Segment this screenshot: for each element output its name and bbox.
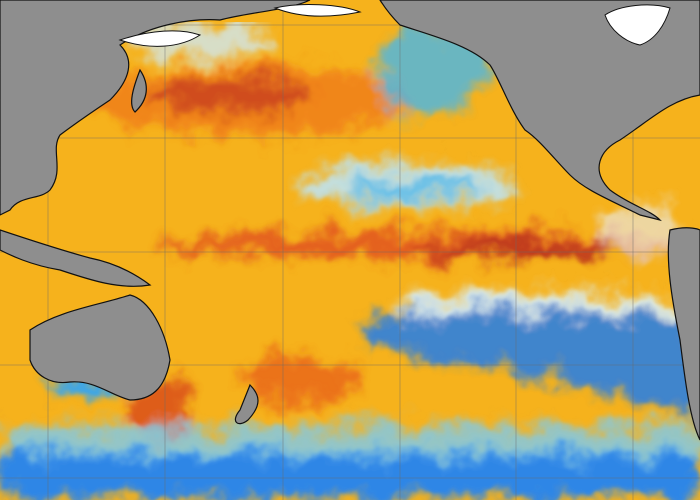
- asia: [0, 0, 311, 216]
- anomaly-field: [0, 22, 700, 500]
- australia: [29, 294, 171, 401]
- north-america: [379, 0, 700, 222]
- greenland: [604, 4, 671, 46]
- north-coast: [118, 4, 362, 47]
- new-zealand: [234, 383, 259, 425]
- land: [0, 0, 700, 441]
- indonesia: [0, 229, 152, 287]
- japan: [131, 68, 147, 113]
- south-america: [667, 227, 700, 441]
